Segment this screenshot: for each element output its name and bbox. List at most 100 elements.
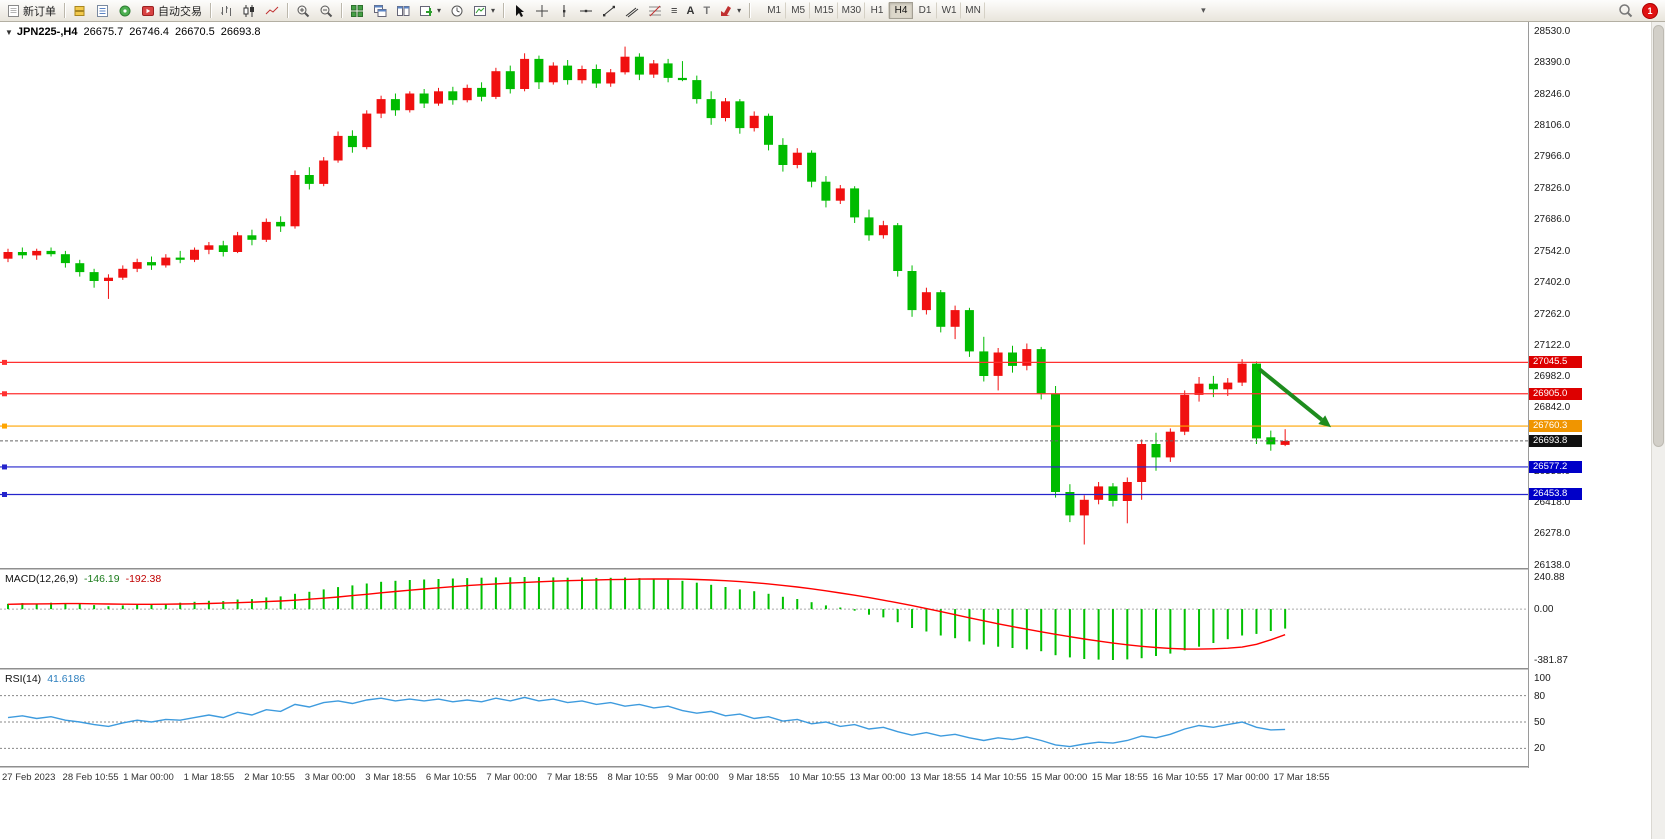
bid-price-tag: 26693.8 [1529,434,1582,447]
market-watch-button[interactable] [69,2,91,20]
toolbar-separator [210,3,211,18]
dropdown-chevron-icon: ▾ [491,6,496,15]
fibonacci-icon [649,5,662,16]
toolbar-separator [287,3,288,18]
new-chart-button[interactable]: ▾ [415,2,445,20]
chart-low: 26670.5 [175,26,215,38]
timeframe-m1[interactable]: M1 [762,2,787,19]
tile-windows-button[interactable] [346,2,368,20]
macd-signal-value: -192.38 [125,573,162,585]
data-window-button[interactable] [92,2,113,20]
price-axis-label: 27262.0 [1534,308,1571,320]
candlestick-chart-button[interactable] [238,2,260,20]
timeframe-m30[interactable]: M30 [838,2,866,19]
timeframe-d1[interactable]: D1 [913,2,938,19]
candlesticks [3,46,1290,545]
arrow-shape-icon [721,5,732,16]
cascade-windows-icon [374,4,387,17]
panel-splitter[interactable] [0,668,1652,670]
cursor-button[interactable] [508,2,530,20]
timeframe-m5[interactable]: M5 [786,2,811,19]
trend-arrow-head [1318,415,1332,428]
crosshair-button[interactable] [531,2,553,20]
vertical-scrollbar[interactable] [1651,22,1665,839]
price-chart[interactable] [0,22,1528,568]
autotrade-button[interactable]: 自动交易 [137,2,206,20]
navigator-button[interactable] [114,2,136,20]
trendline-icon [603,5,616,16]
timeframe-w1[interactable]: W1 [937,2,962,19]
line-handle[interactable] [2,491,7,497]
time-axis-label: 17 Mar 18:55 [1273,772,1330,783]
line-handle[interactable] [2,423,7,429]
time-axis-label: 15 Mar 00:00 [1031,772,1088,783]
fibonacci-button[interactable] [644,2,666,20]
line-handle[interactable] [2,464,7,470]
timeframe-h4[interactable]: H4 [889,2,914,19]
arrows-button[interactable]: ▾ [715,2,745,20]
trend-arrow-object[interactable] [1258,367,1323,422]
channel-button[interactable] [621,2,643,20]
macd-axis-label: 0.00 [1534,604,1554,616]
price-axis-label: 27122.0 [1534,339,1571,351]
time-axis-label: 16 Mar 10:55 [1152,772,1209,783]
chart-close: 26693.8 [220,26,261,38]
text-button[interactable]: A [682,2,698,20]
toolbar-overflow-chevron[interactable]: ▾ [1201,5,1206,15]
chart-open: 26675.7 [83,26,124,38]
levels-button[interactable]: ≡ [667,2,681,20]
templates-button[interactable]: ▾ [469,2,499,20]
scrollbar-thumb[interactable] [1653,25,1664,447]
time-axis[interactable]: 27 Feb 2023 28 Feb 10:55 1 Mar 00:00 1 Mar … [0,768,1528,790]
time-axis-label: 14 Mar 10:55 [970,772,1027,783]
clock-icon [451,5,463,16]
cascade-windows-button[interactable] [369,2,391,20]
rsi-axis-label: 50 [1534,717,1546,728]
panel-splitter[interactable] [0,568,1652,570]
timeframe-mn[interactable]: MN [961,2,986,19]
rsi-panel[interactable] [0,670,1528,766]
time-axis-label: 9 Mar 00:00 [668,772,719,783]
new-order-label: 新订单 [23,5,56,18]
price-axis-label: 27966.0 [1534,151,1571,163]
price-axis-label: 26982.0 [1534,371,1571,383]
price-axis-label: 28530.0 [1534,25,1571,37]
zoom-in-button[interactable] [292,2,314,20]
collapse-arrow-icon[interactable]: ▼ [5,27,13,37]
channel-icon [625,7,639,17]
price-axis-label: 26842.0 [1534,402,1571,414]
toolbar: 新订单 自动交易 ▾ [0,0,1665,22]
autoscroll-button[interactable] [446,2,468,20]
toolbar-separator [749,3,751,18]
autotrade-icon [142,5,154,16]
price-axis[interactable]: 28530.0 28390.0 28246.0 28106.0 27966.0 27826… [1528,22,1653,768]
timeframe-m15[interactable]: M15 [810,2,838,19]
vertical-line-button[interactable] [554,2,574,20]
horizontal-line-button[interactable] [575,2,597,20]
zoom-in-icon [297,5,310,17]
dropdown-chevron-icon: ▾ [737,6,742,15]
label-button[interactable]: T [699,2,714,20]
toolbar-separator [341,3,342,18]
vertical-line-icon [563,4,566,17]
new-chart-icon [420,5,432,16]
line-handle[interactable] [2,391,7,397]
search-button[interactable] [1614,2,1637,20]
arrange-windows-button[interactable] [392,2,414,20]
timeframe-h1[interactable]: H1 [865,2,890,19]
zoom-out-button[interactable] [315,2,337,20]
new-order-button[interactable]: 新订单 [3,2,60,20]
chart-symbol-timeframe: JPN225-,H4 [16,26,78,38]
macd-panel[interactable] [0,570,1528,668]
time-axis-label: 7 Mar 00:00 [486,772,538,783]
macd-signal-line [7,578,1286,650]
line-handle[interactable] [2,359,7,365]
rsi-line [7,696,1286,748]
notification-badge[interactable]: 1 [1642,2,1658,19]
bar-chart-button[interactable] [215,2,237,20]
line-chart-button[interactable] [261,2,283,20]
label-icon: T [703,4,711,17]
time-axis-label: 28 Feb 10:55 [62,772,119,783]
trendline-button[interactable] [598,2,620,20]
text-icon: A [686,4,695,17]
